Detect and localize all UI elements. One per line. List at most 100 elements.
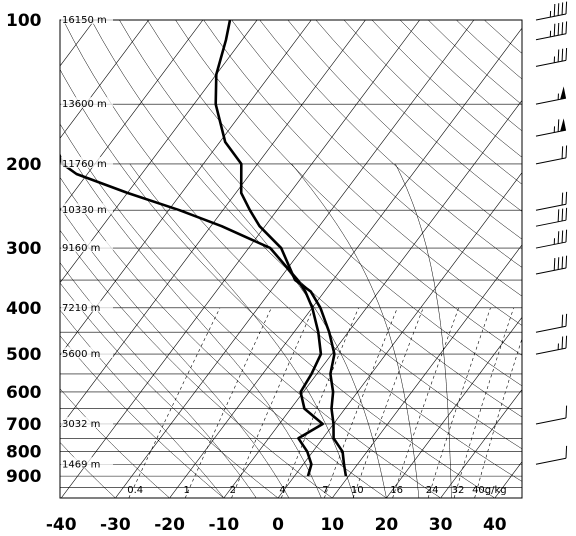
pressure-tick-label: 600 — [6, 383, 42, 403]
height-label-bg — [61, 300, 113, 312]
dry-adiabat — [60, 123, 441, 498]
isotherm-line — [60, 20, 258, 284]
moist-adiabat — [60, 262, 257, 498]
temperature-tick-label: 0 — [272, 515, 284, 535]
dry-adiabat — [147, 20, 522, 387]
dry-adiabat — [60, 282, 279, 498]
height-label: 11760 m — [62, 159, 107, 170]
height-label-bg — [61, 241, 113, 253]
pressure-tick-label: 900 — [6, 467, 42, 487]
wind-barb — [535, 229, 568, 249]
moist-adiabat — [60, 309, 224, 498]
height-label-bg — [61, 457, 113, 469]
wind-barb — [535, 313, 568, 333]
isotherm-line — [386, 316, 522, 498]
grid-layer — [60, 20, 522, 498]
height-label-bg — [61, 97, 113, 109]
isotherm-line — [440, 388, 522, 498]
isotherm-line — [169, 27, 522, 498]
mixing-ratio-line — [184, 307, 272, 498]
wind-barb — [535, 445, 568, 465]
temperature-tick-label: 30 — [429, 515, 453, 535]
moist-adiabat — [60, 206, 290, 498]
mixing-ratio-label: 40g/kg — [472, 485, 507, 496]
dry-adiabat — [91, 20, 522, 450]
isotherm-line — [60, 20, 204, 212]
dry-adiabat — [175, 20, 522, 356]
isotherm-line — [60, 20, 420, 498]
mixing-ratio-label: 2 — [230, 485, 236, 496]
wind-barb — [535, 1, 568, 21]
dry-adiabat — [231, 20, 522, 297]
isotherm-line — [223, 99, 522, 498]
plot-background — [60, 20, 522, 498]
height-label-bg — [61, 13, 113, 24]
mixing-ratio-line — [324, 307, 398, 498]
temperature-tick-label: -10 — [208, 515, 239, 535]
mixing-ratio-label: 32 — [452, 485, 465, 496]
dry-adiabat — [203, 20, 522, 326]
dry-adiabat — [315, 20, 522, 212]
wind-barb — [535, 21, 568, 41]
dry-adiabat — [60, 335, 224, 498]
mixing-ratio-line — [352, 307, 424, 498]
wind-barb-layer — [535, 1, 568, 465]
mixing-ratio-line — [474, 337, 522, 498]
moist-adiabat — [395, 163, 452, 498]
wind-barb — [535, 47, 568, 67]
mixing-ratio-label: 0.4 — [127, 485, 143, 496]
mixing-ratio-label: 4 — [279, 485, 285, 496]
temperature-tick-label: 20 — [375, 515, 399, 535]
isotherm-line — [60, 20, 312, 356]
pressure-tick-label: 800 — [6, 443, 42, 463]
temperature-tick-label: -20 — [154, 515, 185, 535]
mixing-ratio-line — [453, 307, 514, 498]
height-label-bg — [61, 347, 113, 359]
height-label: 16150 m — [62, 15, 107, 26]
temperature-tick-label: 40 — [483, 515, 507, 535]
moist-adiabat — [291, 163, 420, 498]
dry-adiabat — [119, 20, 522, 418]
mixing-ratio-label: 7 — [322, 485, 328, 496]
height-label: 7210 m — [62, 303, 100, 314]
wind-barb — [535, 191, 568, 211]
mixing-ratio-label: 24 — [426, 485, 439, 496]
plot-frame — [59, 19, 523, 499]
wind-barb — [535, 118, 567, 137]
pressure-tick-label: 100 — [6, 11, 42, 31]
dry-adiabat — [287, 20, 522, 240]
height-label: 3032 m — [62, 419, 100, 430]
pressure-tick-label: 300 — [6, 239, 42, 259]
dry-adiabat — [60, 229, 333, 498]
height-label: 5600 m — [62, 349, 100, 360]
dewpoint-profile — [60, 152, 325, 477]
dry-adiabat — [60, 68, 495, 498]
isotherm-line — [115, 20, 475, 498]
wind-barb — [535, 405, 568, 425]
mixing-ratio-line — [281, 307, 359, 498]
mixing-ratio-line — [231, 307, 314, 498]
height-label: 10330 m — [62, 205, 107, 216]
wind-barb — [535, 145, 568, 165]
wind-barb — [535, 335, 568, 355]
isotherm-line — [331, 244, 522, 498]
mixing-ratio-label: 10 — [351, 485, 364, 496]
dry-adiabat — [62, 20, 522, 482]
label-layer: 0.4 1 2 4 7 10 16 24 32 40g/kg1002003004005006007… — [6, 11, 507, 535]
height-label: 13600 m — [62, 99, 107, 110]
dry-adiabat — [259, 20, 522, 268]
pressure-tick-label: 500 — [6, 345, 42, 365]
height-label: 1469 m — [62, 459, 100, 470]
dry-adiabat — [60, 388, 170, 498]
pressure-tick-label: 400 — [6, 299, 42, 319]
height-label: 9160 m — [62, 243, 100, 254]
mixing-ratio-label: 1 — [183, 485, 189, 496]
wind-barb — [535, 255, 568, 275]
height-label-bg — [61, 416, 113, 428]
pressure-tick-label: 200 — [6, 155, 42, 175]
temperature-profile — [214, 20, 348, 477]
temperature-tick-label: -40 — [46, 515, 77, 535]
height-label-bg — [61, 156, 113, 168]
wind-barb — [535, 207, 568, 227]
